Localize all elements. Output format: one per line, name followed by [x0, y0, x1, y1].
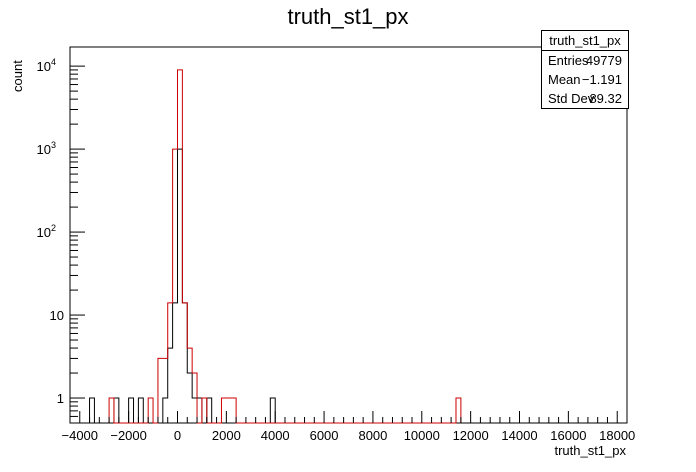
x-tick-label: −2000: [110, 428, 147, 443]
x-tick-label: 6000: [310, 428, 339, 443]
stats-label: Mean: [548, 72, 581, 87]
stats-label: Entries: [548, 53, 589, 68]
x-tick-label: −4000: [62, 428, 99, 443]
stats-row-stddev: Std Dev 89.32: [542, 89, 628, 108]
stats-value: 49779: [585, 53, 622, 68]
stats-label: Std Dev: [548, 91, 595, 106]
stats-value: 89.32: [589, 91, 622, 106]
x-tick-label: 16000: [550, 428, 586, 443]
x-tick-label: 0: [174, 428, 181, 443]
x-tick-label: 4000: [261, 428, 290, 443]
x-tick-label: 14000: [501, 428, 537, 443]
y-axis-label: count: [10, 60, 25, 92]
x-tick-label: 12000: [453, 428, 489, 443]
y-tick-label: 10: [50, 308, 64, 323]
y-tick-label: 102: [37, 223, 56, 240]
stats-row-entries: Entries 49779: [542, 51, 628, 70]
y-tick-label: 104: [37, 57, 56, 74]
y-tick-label: 103: [37, 140, 56, 157]
stats-box: truth_st1_px Entries 49779 Mean −1.191 S…: [541, 30, 629, 109]
stats-value: −1.191: [581, 72, 622, 87]
chart-title: truth_st1_px: [287, 4, 409, 29]
x-tick-label: 8000: [358, 428, 387, 443]
x-tick-label: 2000: [212, 428, 241, 443]
y-tick-label: 1: [57, 391, 64, 406]
x-tick-label: 10000: [404, 428, 440, 443]
x-axis-label: truth_st1_px: [554, 443, 626, 458]
stats-row-mean: Mean −1.191: [542, 70, 628, 89]
x-tick-label: 18000: [599, 428, 635, 443]
histogram-series-2: [108, 69, 462, 424]
stats-box-title: truth_st1_px: [542, 31, 628, 51]
